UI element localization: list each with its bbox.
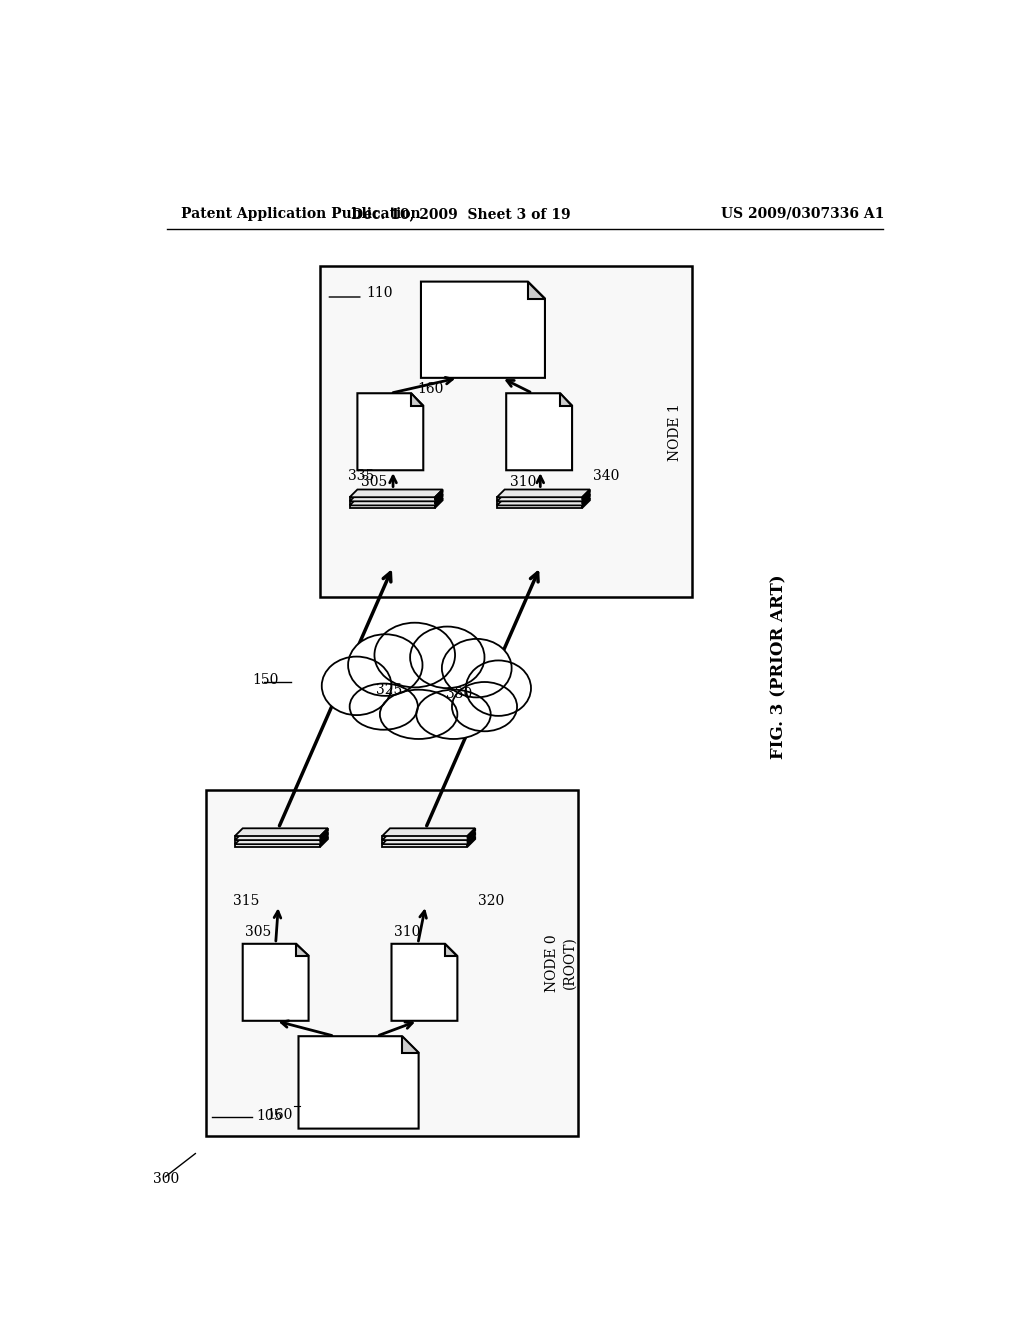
- Ellipse shape: [380, 689, 458, 739]
- Text: 335: 335: [348, 470, 375, 483]
- Ellipse shape: [417, 689, 490, 739]
- Polygon shape: [560, 393, 572, 405]
- Text: 340: 340: [593, 470, 620, 483]
- Text: 300: 300: [153, 1172, 179, 1185]
- Ellipse shape: [466, 660, 531, 715]
- Text: 105: 105: [256, 1109, 283, 1122]
- Polygon shape: [497, 498, 590, 506]
- Polygon shape: [382, 829, 475, 836]
- Polygon shape: [234, 833, 328, 840]
- Polygon shape: [528, 281, 545, 298]
- Bar: [382, 840, 467, 842]
- Bar: [321, 267, 692, 597]
- Text: NODE 0
(ROOT): NODE 0 (ROOT): [545, 935, 577, 991]
- Polygon shape: [321, 833, 328, 842]
- Bar: [497, 498, 583, 500]
- Polygon shape: [467, 829, 475, 838]
- Text: 310: 310: [394, 925, 420, 940]
- Text: 330: 330: [445, 686, 472, 701]
- Polygon shape: [435, 498, 442, 508]
- Bar: [349, 502, 435, 504]
- Polygon shape: [234, 837, 328, 845]
- Bar: [234, 840, 321, 842]
- Polygon shape: [321, 829, 328, 838]
- Polygon shape: [299, 1036, 419, 1129]
- Polygon shape: [445, 944, 458, 956]
- Polygon shape: [382, 837, 475, 845]
- Polygon shape: [243, 944, 308, 1020]
- Polygon shape: [497, 494, 590, 502]
- Bar: [497, 502, 583, 504]
- Text: Dec. 10, 2009  Sheet 3 of 19: Dec. 10, 2009 Sheet 3 of 19: [351, 207, 571, 220]
- Text: 305: 305: [361, 475, 387, 488]
- Polygon shape: [467, 833, 475, 842]
- Polygon shape: [296, 944, 308, 956]
- Ellipse shape: [348, 635, 423, 696]
- Ellipse shape: [452, 682, 517, 731]
- Polygon shape: [382, 833, 475, 840]
- Bar: [206, 789, 578, 1137]
- Polygon shape: [583, 498, 590, 508]
- Polygon shape: [583, 490, 590, 500]
- Ellipse shape: [375, 623, 455, 688]
- Polygon shape: [435, 494, 442, 504]
- Text: 150: 150: [252, 673, 279, 688]
- Bar: [497, 506, 583, 508]
- Polygon shape: [421, 281, 545, 378]
- Text: 325: 325: [376, 682, 402, 697]
- Text: 320: 320: [478, 895, 505, 908]
- Polygon shape: [234, 829, 328, 836]
- Text: NODE 1: NODE 1: [668, 403, 682, 461]
- Bar: [234, 845, 321, 847]
- Polygon shape: [349, 490, 442, 498]
- Ellipse shape: [322, 656, 391, 715]
- Polygon shape: [391, 944, 458, 1020]
- Text: 160: 160: [417, 383, 443, 396]
- Polygon shape: [349, 498, 442, 506]
- Polygon shape: [401, 1036, 419, 1053]
- Ellipse shape: [410, 627, 484, 688]
- Polygon shape: [357, 393, 423, 470]
- Bar: [382, 836, 467, 838]
- Polygon shape: [506, 393, 572, 470]
- Text: 315: 315: [233, 895, 260, 908]
- Text: 310: 310: [510, 475, 537, 488]
- Bar: [349, 498, 435, 500]
- Polygon shape: [497, 490, 590, 498]
- Polygon shape: [583, 494, 590, 504]
- Ellipse shape: [442, 639, 512, 697]
- Text: FIG. 3 (PRIOR ART): FIG. 3 (PRIOR ART): [770, 574, 787, 759]
- Text: 110: 110: [367, 286, 393, 300]
- Text: 305: 305: [245, 925, 271, 940]
- Polygon shape: [349, 494, 442, 502]
- Text: US 2009/0307336 A1: US 2009/0307336 A1: [721, 207, 884, 220]
- Polygon shape: [411, 393, 423, 405]
- Polygon shape: [435, 490, 442, 500]
- Polygon shape: [321, 837, 328, 847]
- Text: Patent Application Publication: Patent Application Publication: [180, 207, 420, 220]
- Polygon shape: [467, 837, 475, 847]
- Bar: [349, 506, 435, 508]
- Bar: [382, 845, 467, 847]
- Bar: [234, 836, 321, 838]
- Text: 160: 160: [266, 1107, 292, 1122]
- Ellipse shape: [349, 684, 418, 730]
